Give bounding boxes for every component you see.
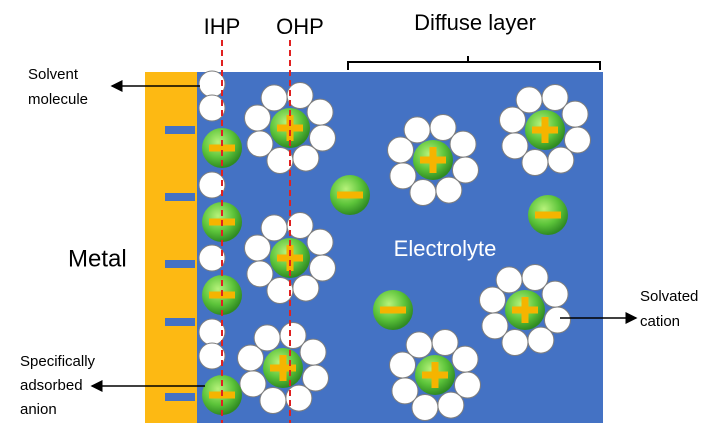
sign <box>280 355 287 381</box>
solvent-molecule <box>482 313 508 339</box>
diagram: IHP OHP Diffuse layer Metal Electrolyte … <box>0 0 720 423</box>
solvent-molecule <box>199 245 225 271</box>
solvent-molecule <box>438 392 464 418</box>
solvent-molecule <box>307 229 333 255</box>
sign <box>287 115 294 141</box>
page: IHP OHP Diffuse layer Metal Electrolyte … <box>0 0 720 423</box>
metal-label: Metal <box>68 245 127 272</box>
solvent-molecule <box>406 332 432 358</box>
solvent-molecule <box>450 131 476 157</box>
sign <box>522 297 529 323</box>
solvent-molecule <box>436 177 462 203</box>
sign <box>432 362 439 388</box>
annotation-line: cation <box>640 313 680 330</box>
annotation-line: molecule <box>28 91 88 108</box>
annotation-line: Solvent <box>28 66 79 83</box>
solvent-molecule <box>247 261 273 287</box>
sign <box>287 245 294 271</box>
sign <box>430 147 437 173</box>
surface-dash <box>165 393 195 401</box>
ohp-label: OHP <box>276 14 324 39</box>
solvent-molecule <box>199 95 225 121</box>
solvent-molecule <box>247 131 273 157</box>
solvent-molecule <box>293 145 319 171</box>
annotation-line: adsorbed <box>20 377 83 394</box>
solvent-molecule <box>261 85 287 111</box>
solvent-molecule <box>286 385 312 411</box>
annotation-line: Specifically <box>20 353 96 370</box>
electrolyte-label: Electrolyte <box>394 236 497 261</box>
metal-electrode <box>145 72 198 423</box>
solvent-molecule <box>293 275 319 301</box>
solvent-molecule <box>502 133 528 159</box>
surface-dash <box>165 260 195 268</box>
surface-dash <box>165 126 195 134</box>
solvent-molecule <box>261 215 287 241</box>
sign <box>337 192 363 199</box>
solvent-molecule <box>528 327 554 353</box>
surface-dash <box>165 318 195 326</box>
annotation-line: anion <box>20 401 57 418</box>
solvent-molecule <box>307 99 333 125</box>
sign <box>535 212 561 219</box>
surface-dash <box>165 193 195 201</box>
annotation-line: Solvated <box>640 288 698 305</box>
ihp-label: IHP <box>204 14 241 39</box>
solvent-molecule <box>542 281 568 307</box>
diffuse-bracket <box>348 62 600 70</box>
diffuse-layer-label: Diffuse layer <box>414 10 536 35</box>
solvent-molecule <box>562 101 588 127</box>
solvent-molecule <box>240 371 266 397</box>
solvent-molecule <box>548 147 574 173</box>
sign <box>542 117 549 143</box>
solvent-molecule <box>496 267 522 293</box>
solvent-molecule <box>390 163 416 189</box>
solvent-molecule <box>452 346 478 372</box>
solvent-molecule <box>300 339 326 365</box>
solvent-molecule <box>516 87 542 113</box>
sign <box>380 307 406 314</box>
solvent-molecule <box>254 325 280 351</box>
solvent-molecule <box>404 117 430 143</box>
solvent-molecule <box>392 378 418 404</box>
